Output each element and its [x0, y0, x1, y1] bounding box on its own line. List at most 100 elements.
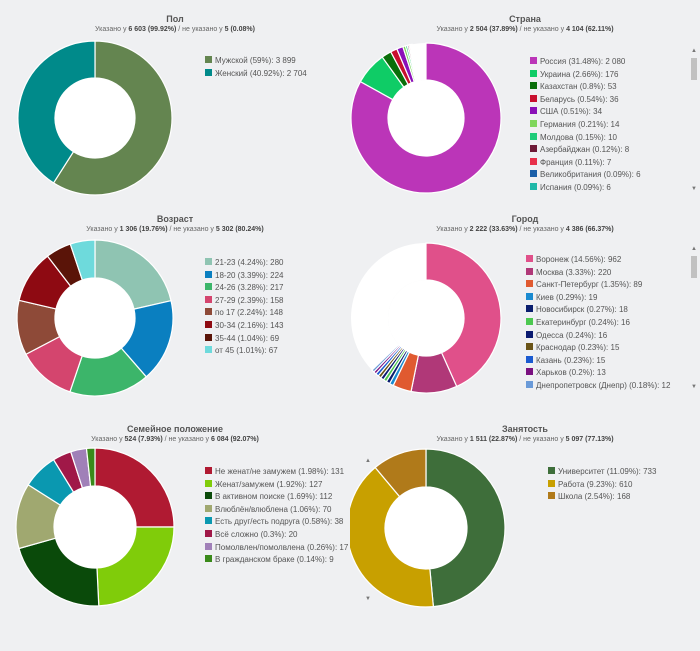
- specified-prefix: Указано у: [95, 26, 129, 33]
- legend-item[interactable]: 21-23 (4.24%): 280: [205, 257, 284, 270]
- chart-legend: Россия (31.48%): 2 080 Украина (2.66%): 1…: [530, 56, 641, 195]
- legend-item[interactable]: 35-44 (1.04%): 69: [205, 333, 284, 346]
- legend-swatch: [205, 542, 212, 550]
- legend-label: Помолвлен/помолвлена (0.26%): 17: [215, 542, 349, 552]
- legend-item[interactable]: Краснодар (0.23%): 15: [526, 342, 670, 355]
- legend-item[interactable]: Франция (0.11%): 7: [530, 157, 641, 170]
- legend-label: Казахстан (0.8%): 53: [540, 82, 617, 92]
- legend-item[interactable]: Россия (31.48%): 2 080: [530, 56, 641, 69]
- legend-item[interactable]: Екатеринбург (0.24%): 16: [526, 317, 670, 330]
- legend-item[interactable]: Харьков (0.2%): 13: [526, 367, 670, 380]
- chart-legend: Воронеж (14.56%): 962 Москва (3.33%): 220…: [526, 254, 670, 393]
- legend-label: Беларусь (0.54%): 36: [540, 94, 619, 104]
- legend-scrollbar[interactable]: ▲ ▼: [690, 48, 698, 194]
- chart-subtitle: Указано у 524 (7.93%) / не указано у 6 0…: [0, 436, 350, 443]
- legend-item[interactable]: Влюблён/влюблена (1.06%): 70: [205, 504, 348, 517]
- scroll-up-icon[interactable]: ▲: [691, 48, 697, 54]
- legend-item[interactable]: Днепропетровск (Днепр) (0.18%): 12: [526, 380, 670, 393]
- donut-chart: [17, 40, 173, 196]
- legend-item[interactable]: Есть друг/есть подруга (0.58%): 38: [205, 516, 348, 529]
- legend-scrollbar[interactable]: ▲ ▼: [690, 246, 698, 392]
- legend-swatch: [530, 57, 537, 64]
- legend-swatch: [526, 267, 533, 275]
- legend-label: по 17 (2.24%): 148: [215, 308, 283, 318]
- donut-slice-other[interactable]: [351, 243, 426, 371]
- legend-swatch: [205, 320, 212, 328]
- legend-label: В гражданском браке (0.14%): 9: [215, 555, 334, 565]
- chart-subtitle: Указано у 2 222 (33.63%) / не указано у …: [350, 226, 700, 233]
- legend-item[interactable]: от 45 (1.01%): 67: [205, 345, 284, 358]
- legend-item[interactable]: Мужской (59%): 3 899: [205, 55, 307, 68]
- scroll-down-icon[interactable]: ▼: [691, 186, 697, 192]
- specified-value: 2 504 (37.89%): [469, 26, 518, 33]
- legend-item[interactable]: В активном поиске (1.69%): 112: [205, 491, 348, 504]
- unspecified-prefix: / не указано у: [167, 226, 216, 233]
- legend-item[interactable]: Испания (0.09%): 6: [530, 182, 641, 195]
- legend-item[interactable]: Женский (40.92%): 2 704: [205, 68, 307, 81]
- unspecified-prefix: / не указано у: [176, 26, 225, 33]
- legend-item[interactable]: Великобритания (0.09%): 6: [530, 169, 641, 182]
- legend-label: Харьков (0.2%): 13: [536, 368, 606, 378]
- scroll-thumb[interactable]: [691, 256, 697, 278]
- legend-item[interactable]: США (0.51%): 34: [530, 106, 641, 119]
- scroll-thumb[interactable]: [691, 58, 697, 80]
- scroll-down-icon[interactable]: ▼: [691, 384, 697, 390]
- legend-item[interactable]: Казань (0.23%): 15: [526, 355, 670, 368]
- chart-subtitle: Указано у 1 306 (19.76%) / не указано у …: [0, 226, 350, 233]
- legend-item[interactable]: по 17 (2.24%): 148: [205, 307, 284, 320]
- legend-item[interactable]: Украина (2.66%): 176: [530, 69, 641, 82]
- legend-swatch: [530, 82, 537, 90]
- legend-item[interactable]: 18-20 (3.39%): 224: [205, 270, 284, 283]
- legend-item[interactable]: Киев (0.29%): 19: [526, 292, 670, 305]
- legend-item[interactable]: Работа (9.23%): 610: [548, 479, 656, 492]
- legend-swatch: [205, 295, 212, 303]
- legend-item[interactable]: Санкт-Петербург (1.35%): 89: [526, 279, 670, 292]
- legend-swatch: [205, 517, 212, 525]
- scroll-up-icon[interactable]: ▲: [365, 458, 371, 464]
- unspecified-value: 4 104 (62.11%): [566, 26, 614, 33]
- legend-item[interactable]: Помолвлен/помолвлена (0.26%): 17: [205, 542, 348, 555]
- chart-title: Возраст: [156, 214, 194, 224]
- chart-title: Семейное положение: [127, 424, 223, 434]
- scroll-down-icon[interactable]: ▼: [365, 596, 371, 602]
- legend-item[interactable]: Беларусь (0.54%): 36: [530, 94, 641, 107]
- legend-swatch: [548, 479, 555, 487]
- legend-item[interactable]: Женат/замужем (1.92%): 127: [205, 479, 348, 492]
- legend-label: Великобритания (0.09%): 6: [540, 170, 641, 180]
- legend-swatch: [205, 467, 212, 474]
- legend-swatch: [530, 170, 537, 178]
- legend-label: Воронеж (14.56%): 962: [536, 255, 622, 264]
- specified-prefix: Указано у: [436, 436, 470, 443]
- legend-scrollbar[interactable]: ▲ ▼: [364, 458, 372, 604]
- legend-item[interactable]: Воронеж (14.56%): 962: [526, 254, 670, 267]
- legend-item[interactable]: 24-26 (3.28%): 217: [205, 282, 284, 295]
- legend-label: 27-29 (2.39%): 158: [215, 295, 284, 305]
- legend-item[interactable]: Школа (2.54%): 168: [548, 491, 656, 504]
- legend-item[interactable]: Университет (11.09%): 733: [548, 466, 656, 479]
- legend-item[interactable]: Всё сложно (0.3%): 20: [205, 529, 348, 542]
- legend-item[interactable]: 27-29 (2.39%): 158: [205, 295, 284, 308]
- legend-item[interactable]: Германия (0.21%): 14: [530, 119, 641, 132]
- scroll-up-icon[interactable]: ▲: [691, 246, 697, 252]
- legend-swatch: [530, 145, 537, 153]
- legend-item[interactable]: Одесса (0.24%): 16: [526, 330, 670, 343]
- legend-item[interactable]: Казахстан (0.8%): 53: [530, 81, 641, 94]
- chart-panel: Страна Указано у 2 504 (37.89%) / не указ…: [350, 10, 700, 220]
- legend-item[interactable]: Новосибирск (0.27%): 18: [526, 304, 670, 317]
- legend-item[interactable]: Не женат/не замужем (1.98%): 131: [205, 466, 348, 479]
- legend-item[interactable]: Молдова (0.15%): 10: [530, 132, 641, 145]
- legend-item[interactable]: В гражданском браке (0.14%): 9: [205, 554, 348, 567]
- legend-label: США (0.51%): 34: [540, 107, 603, 117]
- legend-swatch: [205, 308, 212, 316]
- donut-chart: [16, 239, 174, 397]
- donut-slice-other[interactable]: [412, 43, 426, 81]
- chart-legend: Не женат/не замужем (1.98%): 131 Женат/за…: [205, 466, 348, 567]
- legend-swatch: [205, 270, 212, 278]
- legend-item[interactable]: Москва (3.33%): 220: [526, 267, 670, 280]
- donut-chart: [15, 447, 175, 607]
- legend-item[interactable]: 30-34 (2.16%): 143: [205, 320, 284, 333]
- legend-swatch: [530, 94, 537, 102]
- donut-slice[interactable]: [350, 466, 435, 608]
- specified-prefix: Указано у: [91, 436, 125, 443]
- legend-item[interactable]: Азербайджан (0.12%): 8: [530, 144, 641, 157]
